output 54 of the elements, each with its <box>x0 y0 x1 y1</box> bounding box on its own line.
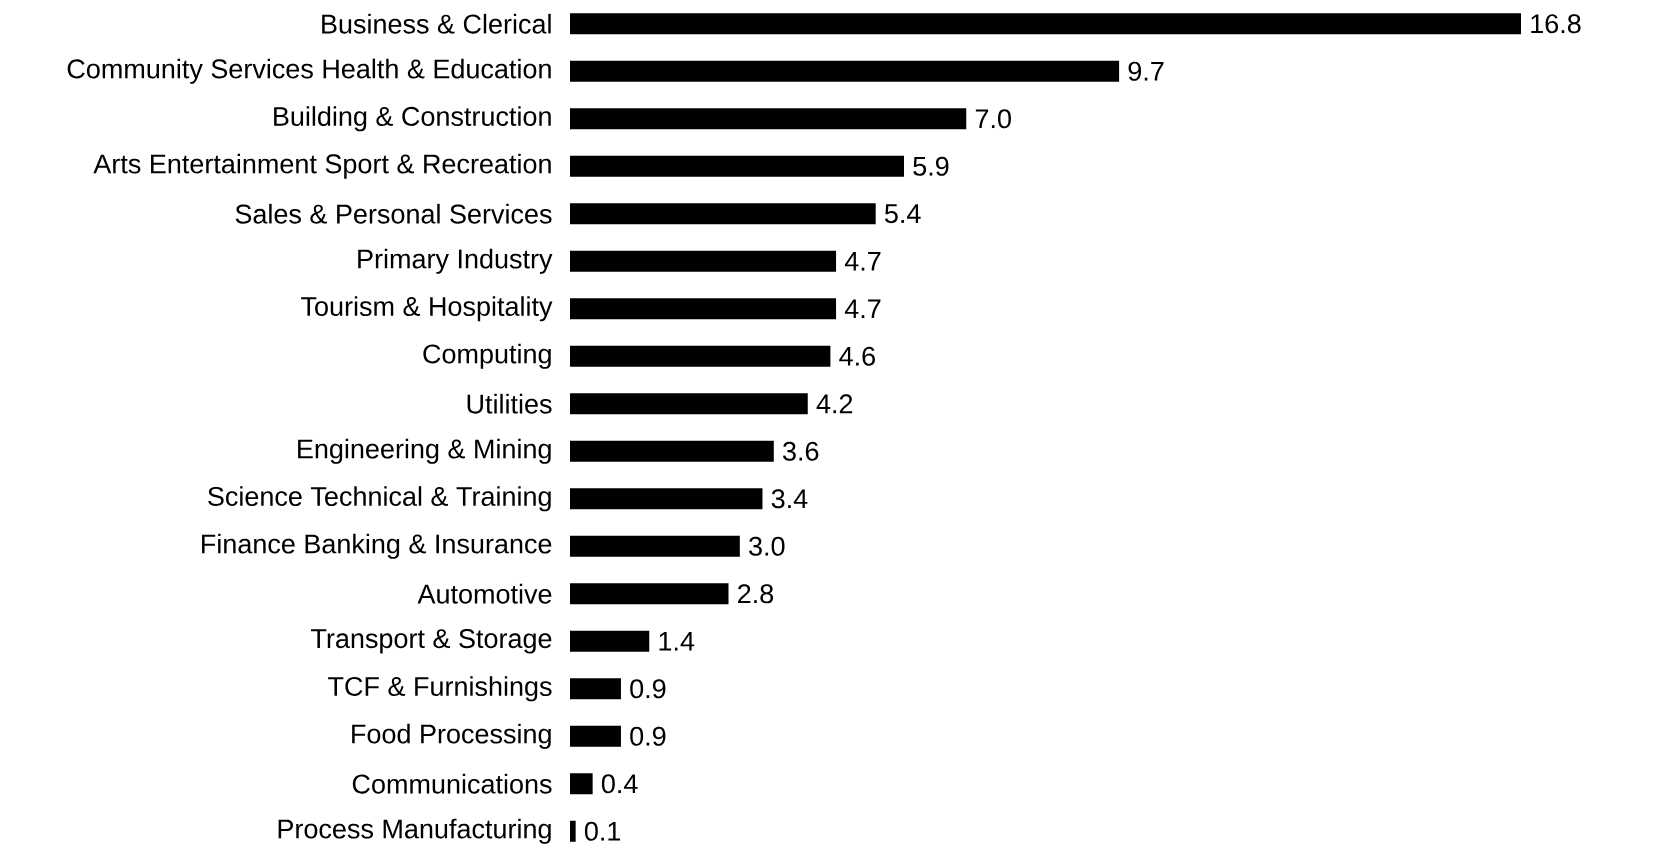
bar <box>570 13 1522 35</box>
bar <box>570 678 621 700</box>
bar <box>570 298 837 320</box>
bar <box>570 345 831 367</box>
y-tick-label: Automotive <box>417 583 552 604</box>
data-label: 3.4 <box>771 489 808 509</box>
data-label: 0.9 <box>630 726 666 746</box>
bar <box>570 488 763 510</box>
data-label: 5.4 <box>884 204 921 224</box>
y-tick-label: Building & Construction <box>274 106 551 132</box>
y-tick-label: Engineering & Mining <box>298 438 551 464</box>
bar <box>570 393 808 415</box>
y-tick-label: Business & Clerical <box>322 13 551 34</box>
data-label: 9.7 <box>1128 61 1164 81</box>
data-label: 4.7 <box>844 299 881 319</box>
bar <box>570 820 576 842</box>
y-tick-label: Process Manufacturing <box>278 818 551 844</box>
y-tick-label: Community Services Health & Education <box>67 58 551 84</box>
data-label: 4.2 <box>816 394 853 414</box>
bar <box>570 203 876 225</box>
bar <box>570 60 1120 82</box>
data-label: 0.1 <box>584 821 621 841</box>
y-tick-label: Finance Banking & Insurance <box>202 533 552 559</box>
y-tick-label: Sales & Personal Services <box>235 203 552 224</box>
y-tick-label: Food Processing <box>352 723 551 749</box>
data-label: 0.4 <box>601 774 638 794</box>
data-label: 2.8 <box>738 584 774 604</box>
data-label: 3.0 <box>749 536 785 556</box>
y-tick-label: Transport & Storage <box>311 629 552 654</box>
data-label: 5.9 <box>913 156 949 176</box>
bar <box>570 535 740 557</box>
bar <box>570 583 729 605</box>
y-tick-label: Communications <box>352 773 552 794</box>
data-label: 1.4 <box>659 631 695 651</box>
y-tick-label: Computing <box>423 343 551 369</box>
bar <box>570 108 967 130</box>
bar <box>570 155 904 177</box>
data-label: 4.6 <box>839 346 875 366</box>
bar <box>570 725 621 747</box>
data-label: 4.7 <box>844 251 881 271</box>
y-tick-label: Science Technical & Training <box>208 486 551 512</box>
data-label: 16.8 <box>1531 14 1581 34</box>
bar <box>570 250 837 272</box>
data-label: 0.9 <box>630 679 666 699</box>
y-tick-label: Arts Entertainment Sport & Recreation <box>93 153 551 179</box>
bar <box>570 630 650 652</box>
bar <box>570 773 593 795</box>
y-tick-label: Tourism & Hospitality <box>301 296 553 322</box>
bar <box>570 440 774 462</box>
y-tick-label: Primary Industry <box>358 248 553 274</box>
data-label: 3.6 <box>783 441 819 461</box>
data-label: 7.0 <box>975 109 1011 129</box>
y-tick-label: Utilities <box>467 393 552 414</box>
y-tick-label: TCF & Furnishings <box>328 676 552 702</box>
